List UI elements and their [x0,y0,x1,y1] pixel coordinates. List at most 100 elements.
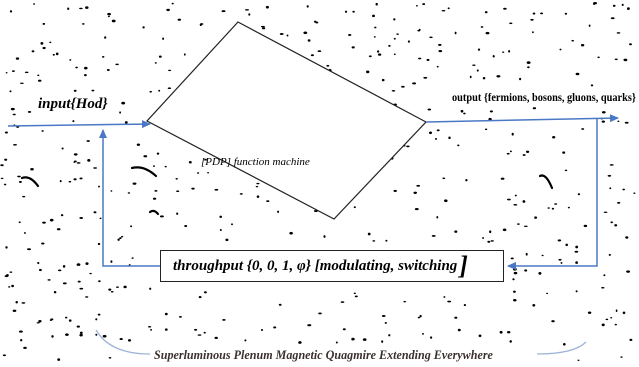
speckle-dot [65,316,68,319]
speckle-dot [532,12,536,15]
speckle-dot [154,62,157,64]
speckle-dot [348,34,352,36]
speckle-dot [617,120,620,123]
speckle-dot [260,328,264,332]
speckle-dot [79,331,83,335]
speckle-dot [484,11,488,14]
speckle-dot [403,300,407,303]
speckle-dot [620,356,623,358]
speckle-dot [381,340,384,343]
speckle-dot [442,177,446,180]
speckle-dot [52,53,55,56]
speckle-dot [85,262,89,265]
speckle-dot [384,321,387,324]
speckle-dot [385,239,388,242]
speckle-dot [143,155,148,158]
speckle-dot [423,76,428,79]
speckle-dot [214,188,219,191]
speckle-dot [518,77,522,81]
speckle-dot [42,22,46,25]
speckle-dot [307,324,312,327]
speckle-dot [219,215,222,219]
speckle-dot [499,330,503,334]
speckle-dot [27,248,31,251]
speckle-dot [23,232,26,234]
speckle-dot [153,165,155,167]
speckle-dot [629,43,632,46]
speckle-dot [149,287,152,290]
speckle-dot [554,203,558,205]
speckle-dot [457,328,461,332]
speckle-dot [559,48,562,51]
speckle-dot [381,315,386,317]
speckle-dot [102,334,107,338]
speckle-dot [222,319,226,321]
speckle-dot [393,37,396,40]
speckle-dot [571,39,575,42]
speckle-dot [532,107,537,110]
speckle-dot [200,23,204,25]
speckle-dot [89,272,92,275]
speckle-dot [84,73,87,77]
speckle-dot [286,34,289,37]
speckle-dot [507,198,511,201]
speckle-dot [95,333,98,336]
speckle-dot [511,132,514,136]
speckle-dot [558,258,562,261]
speckle-dot [203,158,208,161]
speckle-dot [393,53,396,56]
speckle-dot [49,218,54,222]
speckle-dot [5,246,8,249]
speckle-dot [104,36,107,39]
speckle-dot [156,152,160,155]
speckle-dot [184,224,188,228]
speckle-dot [164,328,168,331]
speckle-dot [203,331,206,334]
speckle-dot [426,58,430,61]
speckle-dot [532,31,534,34]
speckle-dot [607,174,612,177]
speckle-dot [158,55,162,58]
speckle-dot [428,131,433,135]
speckle-dot [79,177,83,180]
speckle-dot [527,66,530,69]
speckle-dot [298,341,302,344]
speckle-dot [622,311,626,315]
speckle-dot [373,36,376,38]
speckle-dot [422,3,426,6]
speckle-dot [93,211,97,214]
speckle-dot [116,286,119,288]
speckle-dot [509,22,513,25]
speckle-dot [344,10,348,13]
speckle-dot [427,108,432,111]
speckle-dot [502,51,505,53]
speckle-dot [0,177,4,180]
speckle-dot [119,111,122,114]
speckle-dot [612,4,616,7]
speckle-dot [460,109,464,113]
speckle-dot [551,207,555,210]
speckle-dot [12,113,16,116]
speckle-dot [178,316,182,318]
speckle-dot [500,177,505,180]
speckle-dot [593,1,598,5]
speckle-dot [366,70,370,74]
speckle-dot [564,12,568,15]
speckle-dot [9,90,12,93]
speckle-dot [419,314,422,318]
speckle-dot [108,356,112,359]
speckle-dot [73,178,77,181]
speckle-dot [412,82,417,85]
speckle-dot [477,48,481,51]
speckle-dot [97,242,101,246]
speckle-dot [107,12,111,16]
speckle-dot [352,10,355,13]
speckle-dot [53,291,57,294]
speckle-dot [431,234,436,237]
speckle-dot [310,54,314,57]
speckle-dot [37,79,42,82]
speckle-dot [176,190,180,192]
speckle-dot [418,57,422,60]
